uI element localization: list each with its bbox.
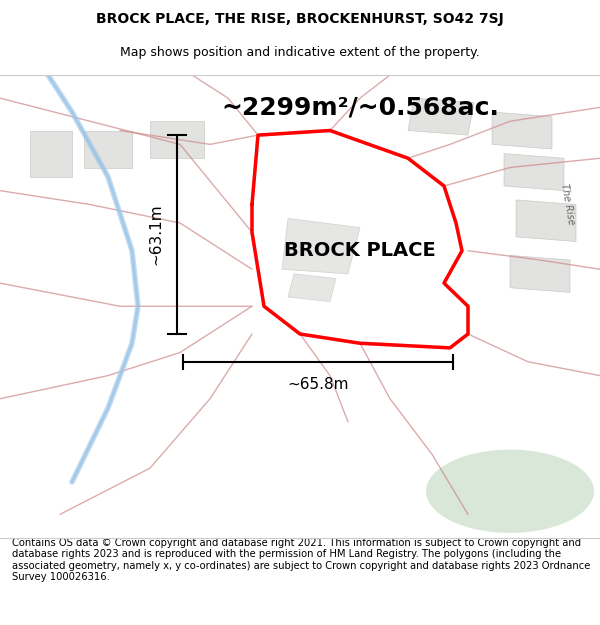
Text: ~63.1m: ~63.1m bbox=[149, 204, 163, 266]
Ellipse shape bbox=[426, 449, 594, 533]
Text: BROCK PLACE, THE RISE, BROCKENHURST, SO42 7SJ: BROCK PLACE, THE RISE, BROCKENHURST, SO4… bbox=[96, 12, 504, 26]
Text: ~65.8m: ~65.8m bbox=[287, 378, 349, 392]
Text: Contains OS data © Crown copyright and database right 2021. This information is : Contains OS data © Crown copyright and d… bbox=[12, 538, 590, 582]
Polygon shape bbox=[252, 131, 468, 348]
Text: Map shows position and indicative extent of the property.: Map shows position and indicative extent… bbox=[120, 46, 480, 59]
Text: BROCK PLACE: BROCK PLACE bbox=[284, 241, 436, 260]
Text: The Rise: The Rise bbox=[559, 183, 576, 226]
Text: ~2299m²/~0.568ac.: ~2299m²/~0.568ac. bbox=[221, 96, 499, 119]
